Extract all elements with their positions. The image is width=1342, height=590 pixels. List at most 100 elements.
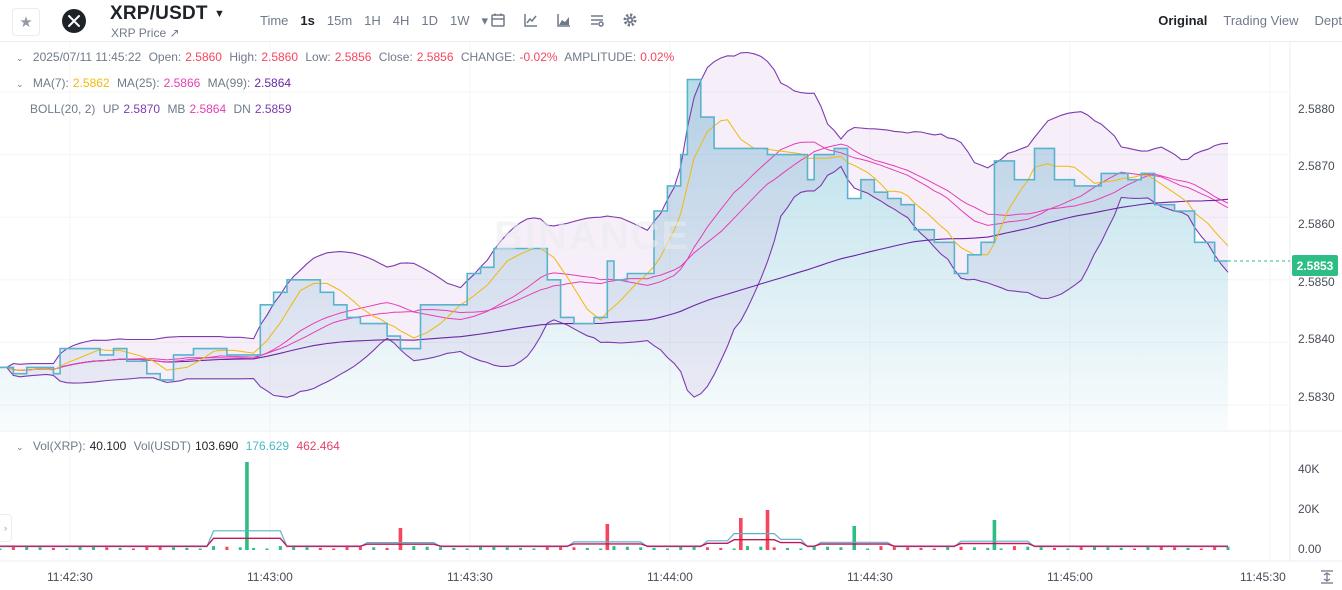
volume-bar [265,548,269,550]
layout-settings-icon[interactable] [589,12,605,28]
volume-bar [585,547,589,550]
watermark-logo: BINANCE [494,214,691,258]
volume-bar [38,547,42,550]
price-axis-label: 2.5830 [1298,390,1335,404]
calendar-icon[interactable] [490,12,506,28]
volume-bar [25,546,29,550]
price-axis-label: 2.5870 [1298,159,1335,173]
view-original-tab[interactable]: Original [1158,13,1208,28]
price-area-fill [0,79,1228,430]
volume-bar [11,546,15,550]
interval-4h[interactable]: 4H [392,13,410,28]
view-tradingview-tab[interactable]: Trading View [1223,13,1299,28]
interval-15m[interactable]: 15m [326,13,353,28]
current-price-tag: 2.5853 [1292,255,1338,276]
bollinger-upper-line [0,51,1229,368]
top-bar: ★ XRP/USDT ▼ XRP Price ↗ Time 1s 15m 1H … [0,0,1342,42]
bollinger-lower-line [0,165,1229,398]
ma25-line [0,143,1229,372]
volume-bar [946,546,950,550]
volume-bar [465,548,469,550]
time-axis-label: 11:44:30 [847,570,893,584]
ma99-line [0,198,1229,372]
volume-bar [1146,546,1150,550]
amplitude-value: 0.02% [640,50,675,64]
volume-bar [65,548,69,550]
ma-legend: ⌄ MA(7): 2.5862 MA(25): 2.5866 MA(99): 2.58… [16,76,295,90]
volume-bar [599,548,603,550]
volume-bar [398,528,403,550]
pair-subtitle-link[interactable]: XRP Price ↗ [111,26,180,40]
pair-dropdown-icon[interactable]: ▼ [214,8,225,20]
gear-icon[interactable] [622,12,638,28]
interval-1d[interactable]: 1D [421,13,439,28]
volume-bar [1079,546,1083,550]
fit-screen-icon[interactable] [1320,570,1334,584]
volume-bar [1026,546,1030,550]
price-axis-label: 2.5840 [1298,332,1335,346]
amplitude-label: AMPLITUDE: [564,50,637,64]
ma25-value: 2.5866 [163,76,201,90]
volume-bar [679,546,683,550]
volume-bar [959,546,963,550]
view-depth-tab[interactable]: Dept [1314,13,1342,28]
ma25-label: MA(25): [116,76,160,90]
ohlc-collapse-chevron-icon[interactable]: ⌄ [16,53,24,63]
volume-bar [252,547,256,550]
volume-bar [158,546,162,550]
interval-more-chevron-down-icon[interactable]: ▾ [481,13,489,28]
interval-time[interactable]: Time [260,13,289,28]
ma99-value: 2.5864 [254,76,292,90]
volume-bar [1186,547,1190,550]
interval-1w[interactable]: 1W [450,13,470,28]
interval-1h[interactable]: 1H [364,13,381,28]
volume-bar [839,547,843,550]
interval-1s[interactable]: 1s [300,13,315,28]
volume-bar [612,546,616,550]
volume-bar [1106,547,1110,550]
time-axis-label: 11:42:30 [47,570,93,584]
volume-bar [1093,546,1097,550]
volume-bar [118,547,122,550]
volume-bar [892,546,896,550]
boll-mb-value: 2.5864 [189,102,227,116]
volume-bar [1012,546,1016,550]
ma-collapse-chevron-icon[interactable]: ⌄ [16,79,24,89]
volume-bar [999,548,1003,550]
volume-bar [1052,547,1056,550]
boll-up-value: 2.5870 [123,102,161,116]
boll-up-label: UP [102,102,120,116]
time-axis-label: 11:43:00 [247,570,293,584]
volume-legend: ⌄ Vol(XRP): 40.100 Vol(USDT) 103.690 176.6… [16,439,344,453]
high-label: High: [229,50,258,64]
volume-bar [185,547,189,550]
expand-panel-chevron-icon[interactable]: › [0,514,12,542]
indicator-chart-icon[interactable] [523,12,539,28]
volume-bar [559,546,563,550]
vol-usdt-label: Vol(USDT) [133,439,191,453]
favorite-star-icon[interactable]: ★ [12,8,40,36]
volume-bar [1133,548,1137,550]
view-selector: Original Trading View Dept [1142,13,1342,28]
volume-bar [479,546,483,550]
volume-bar [919,547,923,550]
chart-type-icon[interactable] [556,12,572,28]
volume-bar [625,546,629,550]
volume-bar [0,548,2,550]
volume-bar [812,546,816,550]
volume-bar [372,547,376,550]
volume-bar [759,546,763,550]
volume-bar [1199,548,1203,550]
boll-dn-label: DN [233,102,251,116]
volume-bar [639,547,643,550]
volume-bar [532,548,536,550]
volume-bar [278,546,282,550]
pair-title[interactable]: XRP/USDT [110,3,208,24]
volume-bar [412,546,416,550]
xrp-coin-icon [62,9,86,33]
time-axis-label: 11:45:30 [1240,570,1286,584]
volume-bar [732,548,736,550]
volume-bar [438,547,442,550]
volume-collapse-chevron-icon[interactable]: ⌄ [16,442,24,452]
